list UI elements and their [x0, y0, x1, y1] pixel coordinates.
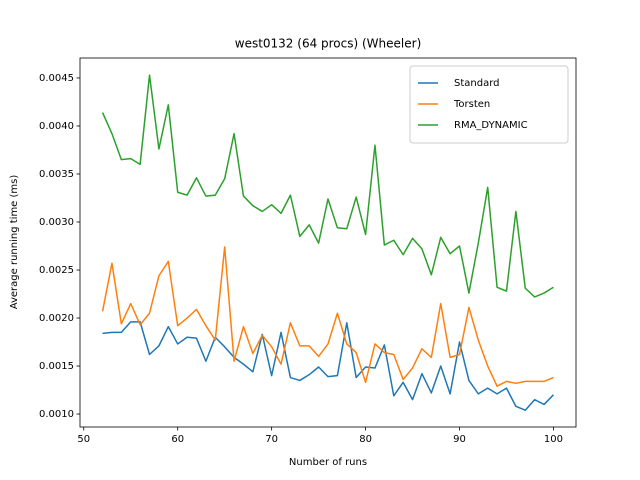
y-tick-label: 0.0010 — [39, 409, 74, 420]
y-tick-label: 0.0015 — [39, 361, 74, 372]
x-tick-label: 80 — [359, 434, 372, 445]
plot-frame — [79, 57, 577, 428]
y-tick-label: 0.0030 — [39, 217, 74, 228]
data-line — [101, 246, 554, 387]
x-tick-label: 50 — [77, 434, 90, 445]
y-tick-label: 0.0025 — [39, 265, 74, 276]
data-line — [102, 321, 554, 411]
legend-box — [409, 65, 569, 144]
x-tick-label: 60 — [171, 434, 184, 445]
y-tick-label: 0.0045 — [39, 73, 74, 84]
x-axis-label: Number of runs — [289, 457, 367, 468]
y-tick-label: 0.0020 — [39, 313, 74, 324]
legend-label: RMA_DYNAMIC — [454, 120, 528, 131]
x-tick-label: 100 — [544, 434, 563, 445]
y-tick-label: 0.0035 — [39, 169, 74, 180]
chart-title: west0132 (64 procs) (Wheeler) — [235, 37, 422, 51]
y-axis-label: Average running time (ms) — [9, 175, 20, 310]
y-tick-label: 0.0040 — [39, 121, 74, 132]
x-tick-label: 70 — [265, 434, 278, 445]
legend-label: Standard — [454, 78, 500, 89]
legend-label: Torsten — [453, 99, 490, 110]
x-tick-label: 90 — [453, 434, 466, 445]
data-line — [101, 74, 554, 298]
